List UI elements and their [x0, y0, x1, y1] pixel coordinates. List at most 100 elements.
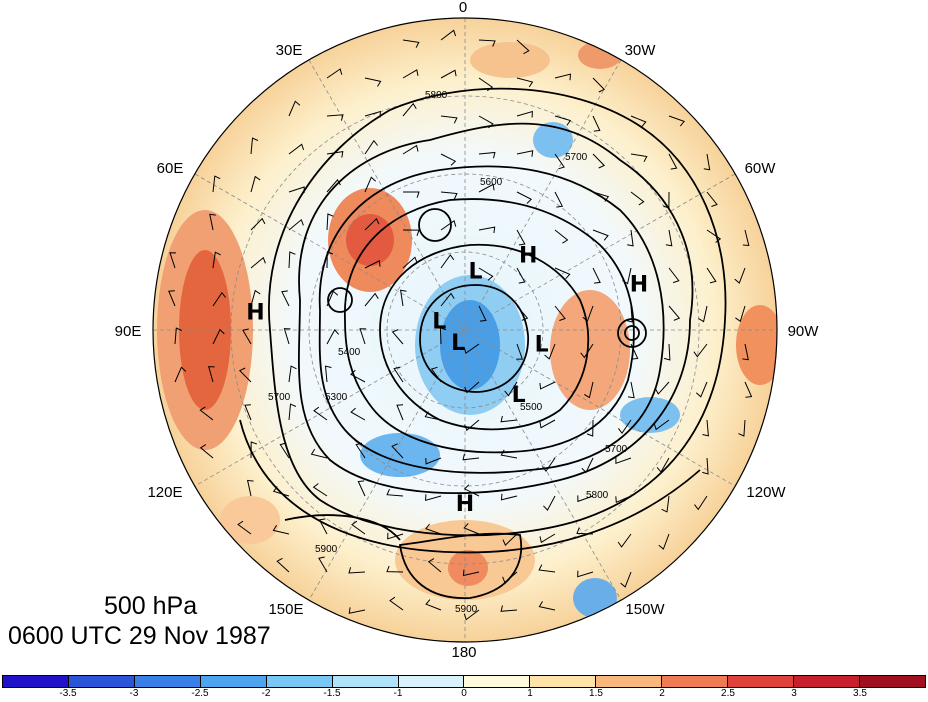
wind-barb [403, 191, 420, 198]
wind-barbs [168, 29, 753, 621]
wind-barb [326, 68, 343, 79]
colorbar-tick-label: -1 [393, 688, 403, 699]
lon-label: 90E [115, 323, 142, 340]
map-boundary [152, 17, 778, 643]
wind-barb [310, 448, 328, 459]
wind-barb [402, 102, 417, 117]
colorbar-swatch [794, 676, 860, 687]
wind-barb [693, 343, 708, 358]
wind-barb [478, 183, 495, 193]
wind-barb [168, 290, 176, 307]
wind-barb [237, 520, 252, 535]
colorbar-swatch [464, 676, 531, 687]
wind-barb [318, 518, 328, 535]
high-pressure-center: H [519, 244, 537, 269]
wind-barb [244, 404, 252, 421]
colorbar-swatch [200, 676, 267, 687]
wind-barb [312, 483, 328, 497]
wind-barb [425, 494, 442, 501]
wind-barb [276, 557, 290, 573]
wind-barb [516, 110, 533, 118]
wind-barb [463, 523, 480, 535]
wind-barb [440, 115, 458, 124]
colorbar-ticks: -3.5 -3 -2.5 -2 -1.5 -1 0 1 1.5 2 2.5 3 3.5 [2, 688, 926, 702]
wind-barb [326, 329, 340, 345]
wind-barb [539, 419, 556, 429]
pressure-level-label: 500 hPa [104, 592, 198, 620]
wind-barb [544, 343, 556, 360]
wind-barb [538, 564, 556, 573]
colorbar-swatch [68, 676, 135, 687]
wind-barb [592, 229, 609, 241]
wind-barb [463, 484, 480, 497]
wind-barb [500, 415, 518, 423]
longitude-labels: 0 30W 60W 90W 120W 150W 180 150E 120E 90… [115, 0, 820, 661]
contour-label: 5600 [480, 177, 503, 188]
wind-barb [668, 153, 678, 170]
lon-label: 150E [268, 601, 303, 618]
wind-barb [554, 267, 571, 280]
wind-barb [288, 100, 301, 117]
wind-barb [174, 366, 187, 383]
wind-barb [615, 457, 632, 465]
wind-barb [326, 251, 334, 269]
wind-barb [702, 419, 709, 437]
wind-barb [698, 305, 708, 323]
wind-barb [279, 442, 290, 459]
wind-barb [516, 77, 534, 88]
wind-barb [478, 305, 487, 322]
wind-barb [695, 381, 708, 398]
contour-label: 5800 [586, 490, 609, 501]
lon-label: 30E [276, 42, 303, 59]
low-pressure-center: L [535, 333, 549, 358]
wind-barb [663, 191, 670, 209]
wind-barb [318, 556, 328, 573]
colorbar-tick-label: 1.5 [589, 688, 603, 699]
colorbar-tick-label: -2.5 [191, 688, 209, 699]
wind-barb [653, 419, 670, 431]
wind-barb [288, 143, 305, 155]
wind-barb [516, 39, 530, 55]
wind-barb [581, 457, 594, 474]
low-pressure-center: L [432, 310, 446, 335]
height-contours [239, 87, 727, 599]
wind-barb [212, 291, 226, 307]
colorbar-swatch [398, 676, 465, 687]
wind-barb [288, 186, 305, 194]
wind-barb [592, 77, 606, 93]
wind-barb [538, 601, 556, 611]
wind-barb [350, 407, 366, 421]
graticule [153, 18, 777, 642]
wind-barb [542, 457, 556, 473]
wind-barb [288, 365, 297, 383]
wind-barb [169, 252, 177, 269]
low-pressure-center: L [468, 259, 482, 284]
colorbar-swatch [266, 676, 333, 687]
wind-barb [283, 328, 291, 345]
wind-barb [478, 151, 496, 159]
wind-barb [242, 328, 252, 345]
wind-barb [208, 366, 215, 383]
wind-barb [281, 290, 290, 307]
wind-barb [582, 305, 594, 322]
wind-barb [665, 229, 673, 247]
wind-barb [350, 369, 366, 383]
wind-barb [554, 115, 572, 126]
colorbar-swatch [859, 676, 925, 687]
wind-barb [554, 153, 565, 170]
high-pressure-center: H [246, 301, 264, 326]
wind-barb [348, 567, 366, 574]
wind-barb [389, 596, 404, 611]
colorbar-swatch [596, 676, 663, 687]
wind-barb [584, 381, 594, 399]
wind-barb [400, 289, 407, 307]
contour-label: 5500 [520, 402, 543, 413]
low-pressure-center: L [512, 383, 526, 408]
wind-barb [212, 251, 221, 269]
wind-barb [402, 256, 418, 269]
wind-barb [364, 176, 377, 193]
wind-barb [272, 525, 290, 535]
lon-label: 90W [788, 323, 820, 340]
wind-barb [364, 110, 381, 118]
